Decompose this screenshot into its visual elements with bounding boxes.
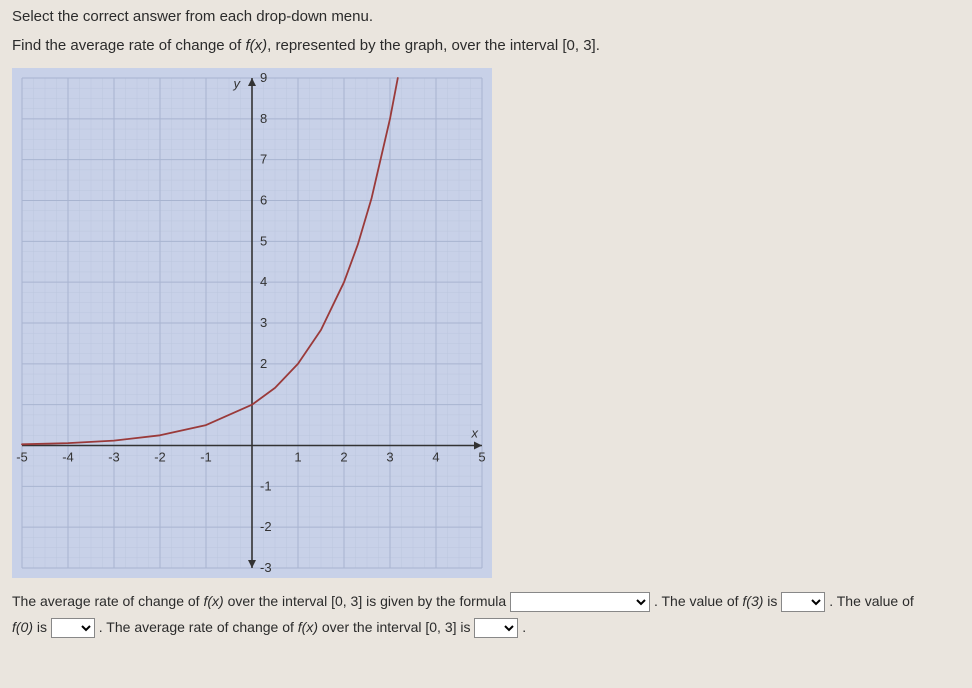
- ans-text: over the interval [0, 3] is given by the…: [224, 593, 510, 609]
- instruction-text: Select the correct answer from each drop…: [0, 0, 972, 29]
- svg-text:-3: -3: [108, 450, 120, 465]
- f0-dropdown[interactable]: [51, 618, 95, 638]
- question-suffix: , represented by the graph, over the int…: [267, 37, 600, 54]
- svg-text:9: 9: [260, 70, 267, 85]
- ans-text: over the interval [0, 3] is: [318, 619, 474, 635]
- svg-text:-3: -3: [260, 560, 272, 575]
- aroc-dropdown[interactable]: [474, 618, 518, 638]
- svg-text:7: 7: [260, 152, 267, 167]
- ans-text: is: [763, 593, 781, 609]
- svg-text:-2: -2: [154, 450, 166, 465]
- ans-text: . The value of: [829, 593, 914, 609]
- question-prefix: Find the average rate of change of: [12, 37, 246, 54]
- svg-text:5: 5: [260, 233, 267, 248]
- svg-text:1: 1: [294, 450, 301, 465]
- svg-text:2: 2: [340, 450, 347, 465]
- ans-text: . The value of: [654, 593, 742, 609]
- graph-svg: -5-4-3-2-112345-3-2-123456789 yx: [12, 68, 492, 578]
- svg-text:8: 8: [260, 111, 267, 126]
- svg-text:-4: -4: [62, 450, 74, 465]
- ans-text: is: [33, 619, 51, 635]
- svg-text:-2: -2: [260, 519, 272, 534]
- svg-text:3: 3: [260, 315, 267, 330]
- ans-f3: f(3): [742, 593, 763, 609]
- f3-dropdown[interactable]: [781, 592, 825, 612]
- answer-area: The average rate of change of f(x) over …: [0, 578, 972, 640]
- graph-container: -5-4-3-2-112345-3-2-123456789 yx: [12, 68, 492, 578]
- svg-text:-1: -1: [260, 478, 272, 493]
- svg-text:x: x: [471, 426, 479, 441]
- svg-text:2: 2: [260, 356, 267, 371]
- question-text: Find the average rate of change of f(x),…: [0, 29, 972, 64]
- svg-text:-1: -1: [200, 450, 212, 465]
- ans-fx1: f(x): [203, 593, 223, 609]
- svg-text:6: 6: [260, 193, 267, 208]
- ans-text-period: .: [522, 619, 526, 635]
- svg-text:5: 5: [478, 450, 485, 465]
- ans-fx2: f(x): [298, 619, 318, 635]
- svg-text:4: 4: [432, 450, 439, 465]
- svg-text:3: 3: [386, 450, 393, 465]
- svg-text:-5: -5: [16, 450, 28, 465]
- question-fx: f(x): [246, 37, 268, 54]
- formula-dropdown[interactable]: [510, 592, 650, 612]
- ans-f0: f(0): [12, 619, 33, 635]
- ans-text: The average rate of change of: [12, 593, 203, 609]
- svg-text:4: 4: [260, 274, 267, 289]
- ans-text: . The average rate of change of: [99, 619, 298, 635]
